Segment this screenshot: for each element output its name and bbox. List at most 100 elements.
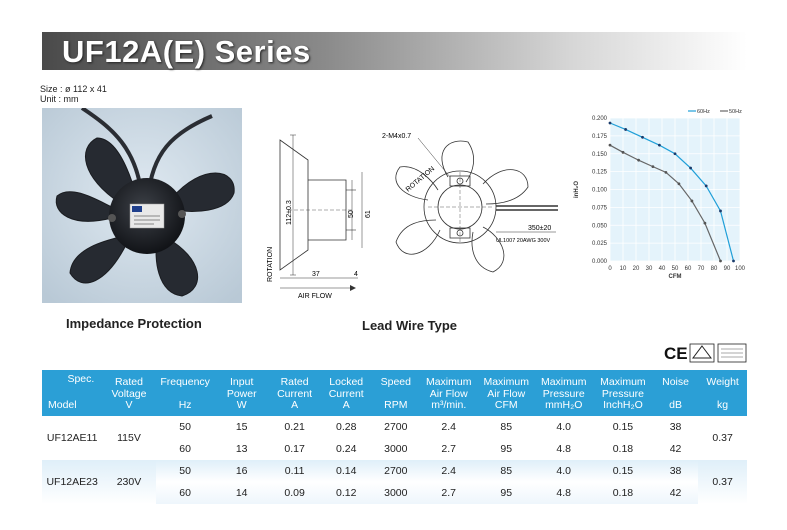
dim-61: 61	[365, 210, 372, 218]
y-tick-label: 0.100	[592, 188, 608, 194]
performance-chart: 0 10 20 30 40 50 60 70 80 90 100 0.000 0.025 0.050 0.0…	[570, 106, 750, 293]
table-cell: 0.15	[592, 416, 653, 438]
table-cell: 0.28	[320, 416, 373, 438]
table-cell: 42	[652, 482, 699, 504]
dim-50: 50	[348, 210, 355, 218]
data-point	[608, 143, 612, 147]
data-point	[690, 199, 694, 203]
table-row: UF12AE11 115V 50 15 0.21 0.28 2700 2.4 8…	[42, 416, 747, 460]
x-tick-label: 70	[698, 266, 705, 272]
screw-label: 2-M4x0.7	[382, 133, 411, 140]
table-cell: 60	[155, 438, 215, 460]
y-tick-label: 0.200	[592, 116, 608, 122]
data-point	[637, 158, 640, 162]
data-point	[624, 128, 627, 131]
table-cell: 4.8	[534, 438, 593, 460]
voltage-cell: 115V	[102, 416, 156, 460]
table-cell: 42	[652, 438, 699, 460]
unit-label: Unit : mm	[40, 94, 79, 104]
table-cell: 2.7	[419, 438, 478, 460]
caption-impedance: Impedance Protection	[66, 316, 202, 331]
table-cell: 0.17	[268, 438, 321, 460]
table-cell: 60	[155, 482, 215, 504]
caption-leadwire: Lead Wire Type	[362, 318, 457, 333]
table-cell: 85	[477, 416, 535, 438]
x-tick-label: 10	[620, 266, 627, 272]
table-cell: 38	[652, 416, 699, 438]
legend-label: 60Hz	[697, 109, 710, 115]
size-label: Size : ø 112 x 41	[40, 84, 107, 94]
x-axis-label: CFM	[669, 274, 682, 280]
data-point	[677, 182, 681, 186]
table-cell: 38	[652, 460, 699, 482]
spec-label: Spec.	[67, 373, 95, 385]
corner-header: Spec. Model	[42, 370, 103, 416]
rotation-label-front: ROTATION	[405, 166, 436, 194]
data-point	[621, 150, 625, 154]
table-cell: 0.09	[268, 482, 321, 504]
table-row: 60 13 0.17 0.24 3000 2.7 95 4.8 0.18 42	[42, 438, 747, 460]
table-cell: 0.18	[592, 438, 653, 460]
table-cell: 0.14	[320, 460, 373, 482]
y-tick-label: 0.125	[592, 170, 608, 176]
col-airflow-m3: Maximum Air Flow m³/min.	[419, 370, 478, 416]
y-tick-label: 0.025	[592, 241, 608, 247]
legend-label: 50Hz	[729, 109, 742, 115]
col-frequency: Frequency Hz	[155, 370, 215, 416]
col-locked-current: Locked Current A	[320, 370, 373, 416]
product-photo	[42, 108, 242, 303]
model-label: Model	[48, 399, 77, 412]
table-cell: 2.4	[419, 460, 478, 482]
table-cell: 0.11	[268, 460, 321, 482]
x-tick-label: 90	[724, 266, 731, 272]
data-point	[703, 221, 707, 225]
table-cell: 3000	[372, 482, 420, 504]
table-cell: 2.7	[419, 482, 478, 504]
data-point	[658, 143, 661, 147]
data-point	[651, 165, 655, 169]
x-tick-label: 50	[672, 266, 679, 272]
data-point	[704, 184, 708, 188]
table-cell: 4.0	[534, 416, 593, 438]
ce-mark: CE	[664, 344, 688, 363]
data-point	[641, 135, 644, 139]
y-tick-label: 0.150	[592, 152, 608, 158]
data-point	[689, 166, 692, 170]
table-cell: 0.24	[320, 438, 373, 460]
table-cell: 0.18	[592, 482, 653, 504]
rotation-label-side: ROTATION	[267, 247, 274, 282]
x-tick-label: 40	[659, 266, 666, 272]
wire-spec: UL1007 20AWG 300V	[496, 238, 551, 244]
approval-mark-icon	[717, 343, 747, 363]
spec-table: Spec. Model Rated Voltage V Frequency Hz In…	[42, 370, 747, 504]
data-point	[608, 121, 612, 125]
y-tick-label: 0.050	[592, 223, 608, 229]
certification-marks: CE	[664, 342, 748, 369]
page-title: UF12A(E) Series	[62, 34, 311, 69]
table-cell: 50	[155, 460, 215, 482]
col-speed: Speed RPM	[372, 370, 420, 416]
col-pressure-mm: Maximum Pressure mmH₂O	[534, 370, 593, 416]
dim-37: 37	[312, 271, 320, 278]
table-cell: 50	[155, 416, 215, 438]
dim-4: 4	[354, 271, 358, 278]
table-cell: 95	[477, 438, 535, 460]
table-cell: 2700	[372, 460, 420, 482]
col-rated-current: Rated Current A	[268, 370, 321, 416]
table-cell: 95	[477, 482, 535, 504]
col-airflow-cfm: Maximum Air Flow CFM	[477, 370, 535, 416]
y-tick-label: 0.000	[592, 259, 608, 265]
data-point	[719, 259, 722, 263]
y-tick-label: 0.175	[592, 134, 608, 140]
side-view-drawing: 112±0.3 50 61 ROTATION 37 4 AIR FLOW	[258, 130, 378, 310]
table-cell: 3000	[372, 438, 420, 460]
x-tick-label: 30	[646, 266, 653, 272]
x-tick-label: 0	[608, 266, 612, 272]
airflow-label: AIR FLOW	[298, 293, 332, 300]
data-point	[719, 209, 722, 213]
x-tick-label: 80	[711, 266, 718, 272]
table-row: 60 14 0.09 0.12 3000 2.7 95 4.8 0.18 42	[42, 482, 747, 504]
col-pressure-inch: Maximum Pressure InchH₂O	[592, 370, 653, 416]
x-tick-label: 100	[735, 266, 746, 272]
y-axis-label: inH₂O	[574, 181, 580, 198]
